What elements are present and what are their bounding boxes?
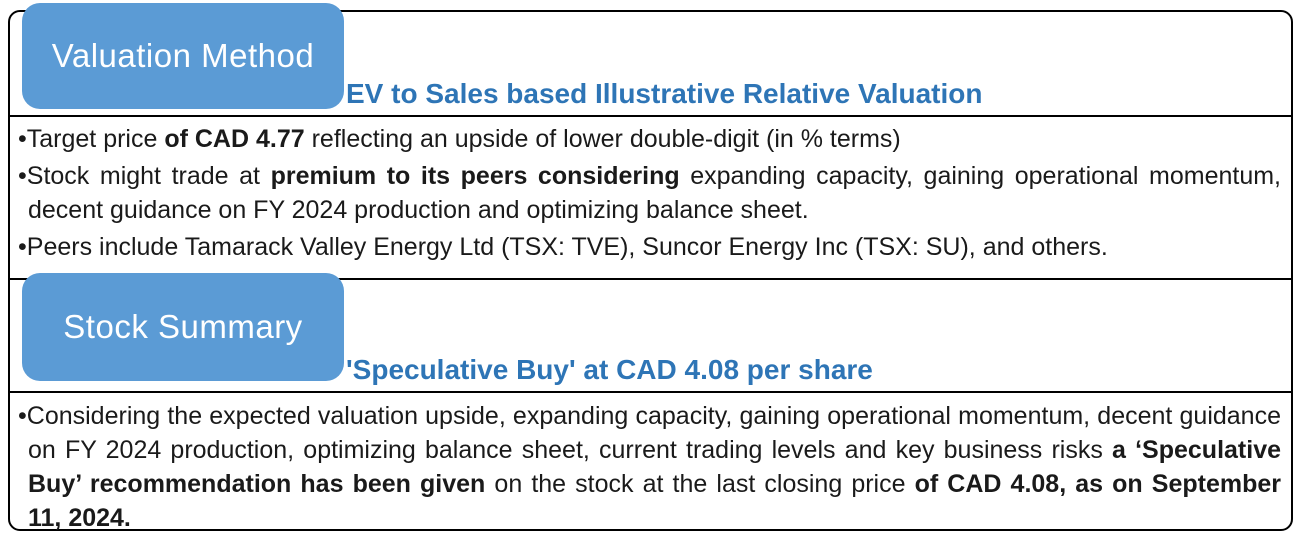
bullet-marker: • (18, 233, 27, 261)
bullet-text-run: of CAD 4.08, as on September 11, 2024. (28, 470, 1282, 532)
valuation-method-tab: Valuation Method (22, 3, 344, 109)
valuation-summary-panel: Valuation Method EV to Sales based Illus… (8, 3, 1293, 532)
stock-summary-heading: 'Speculative Buy' at CAD 4.08 per share (346, 354, 873, 385)
bullet-text-run: on the stock at the last closing price (485, 470, 915, 498)
valuation-method-bullets: •Target price of CAD 4.77 reflecting an … (10, 117, 1291, 280)
bullet-text-run: premium to its peers considering (270, 162, 680, 190)
bullet-item: •Peers include Tamarack Valley Energy Lt… (18, 230, 1281, 264)
stock-summary-header-row: Stock Summary 'Speculative Buy' at CAD 4… (10, 273, 1291, 393)
bullet-marker: • (18, 125, 27, 153)
stock-summary-tab-label: Stock Summary (63, 308, 303, 345)
bullet-marker: • (18, 162, 27, 190)
valuation-method-tab-label: Valuation Method (51, 37, 315, 74)
bullet-item: •Considering the expected valuation upsi… (18, 399, 1281, 535)
valuation-method-heading: EV to Sales based Illustrative Relative … (346, 78, 983, 109)
bullet-marker: • (18, 402, 27, 430)
stock-summary-bullets: •Considering the expected valuation upsi… (10, 393, 1291, 535)
stock-summary-section: Stock Summary 'Speculative Buy' at CAD 4… (10, 273, 1291, 538)
bullet-text-run: Stock might trade at (26, 162, 271, 190)
bullet-text-run: reflecting an upside of lower double-dig… (304, 125, 901, 153)
bullet-text-run: Peers include Tamarack Valley Energy Ltd… (26, 233, 1108, 261)
bullet-item: •Stock might trade at premium to its pee… (18, 159, 1281, 227)
stock-summary-tab: Stock Summary (22, 273, 344, 381)
bullet-text-run: a ‘Speculative Buy’ recommendation has b… (28, 436, 1282, 498)
valuation-method-header-row: Valuation Method EV to Sales based Illus… (10, 3, 1291, 117)
bullet-text-run: Target price (26, 125, 165, 153)
bullet-text-run: of CAD 4.77 (164, 125, 305, 153)
bullet-text-run: expanding capacity, gaining operational … (28, 162, 1282, 224)
valuation-method-section: Valuation Method EV to Sales based Illus… (10, 3, 1291, 280)
bullet-text-run: Considering the expected valuation upsid… (26, 402, 1281, 464)
bullet-item: •Target price of CAD 4.77 reflecting an … (18, 122, 1281, 156)
